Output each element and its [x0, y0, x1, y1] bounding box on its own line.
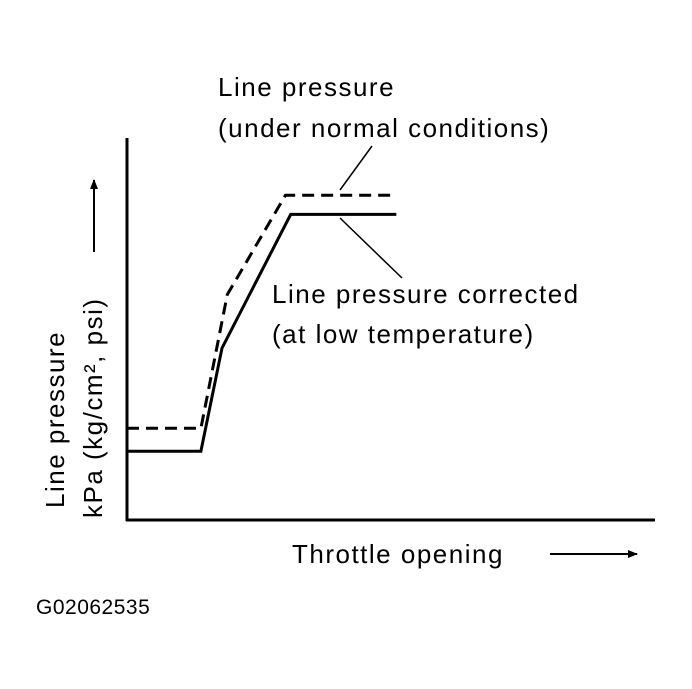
corrected-pressure-series-line	[127, 212, 397, 453]
y-axis-label-line2: kPa (kg/cm², psi)	[78, 297, 108, 518]
corrected-series-label-line1: Line pressure corrected	[272, 279, 580, 309]
x-axis-label: Throttle opening	[292, 539, 504, 569]
normal-series-label-line1: Line pressure	[218, 72, 395, 102]
figure-id: G02062535	[36, 596, 150, 619]
y-axis-label-line1: Line pressure	[40, 331, 70, 508]
normal-leader-line	[339, 145, 373, 191]
normal-pressure-series-line	[127, 193, 397, 430]
series-layer	[127, 193, 397, 453]
corrected-leader-line	[339, 217, 403, 279]
normal-series-label-line2: (under normal conditions)	[218, 113, 550, 143]
corrected-series-label-line2: (at low temperature)	[272, 319, 535, 349]
